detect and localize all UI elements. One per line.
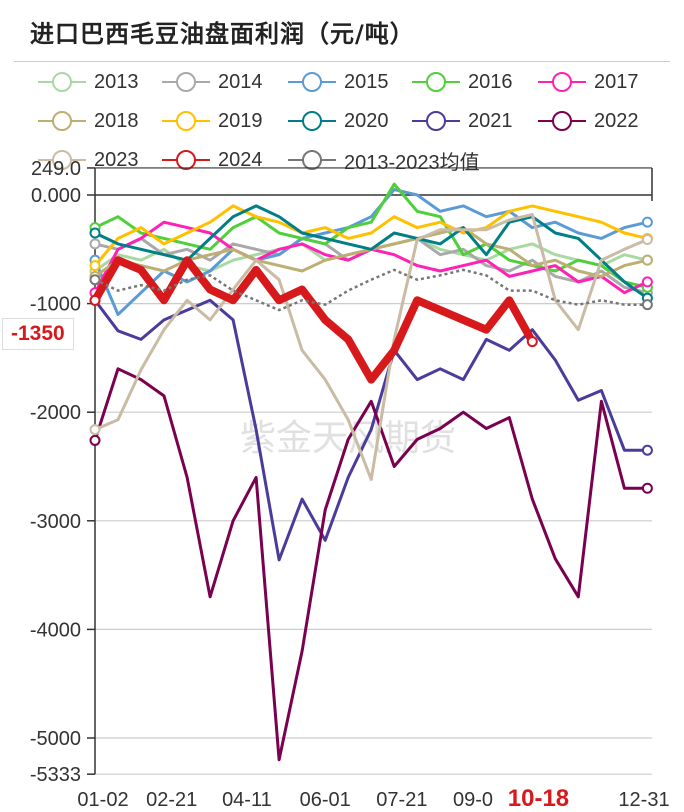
y-tick-label: -3000	[30, 511, 81, 533]
series-marker-2023	[641, 234, 653, 246]
legend-marker-icon	[38, 111, 86, 131]
current-value-label: -1350	[2, 318, 74, 350]
x-tick-label: 04-11	[222, 789, 272, 811]
legend-label: 2020	[344, 109, 389, 132]
legend-label: 2018	[94, 109, 139, 132]
legend-label: 2015	[344, 70, 389, 93]
x-tick-label: 02-21	[146, 789, 197, 811]
series-marker-2014	[89, 238, 101, 250]
y-tick-label: -5333	[30, 764, 81, 786]
y-tick-label: -1000	[30, 294, 81, 316]
title-divider	[14, 61, 670, 62]
series-marker-2021	[641, 444, 653, 456]
x-tick-label: 07-21	[376, 789, 427, 811]
legend-label: 2023	[94, 148, 139, 171]
series-marker-2024	[89, 294, 101, 306]
legend-marker-icon	[288, 72, 336, 92]
legend-marker-icon	[38, 72, 86, 92]
legend-label: 2014	[218, 70, 263, 93]
series-line-2024	[91, 256, 536, 384]
series-marker-2023	[89, 424, 101, 436]
y-tick-label: -4000	[30, 619, 81, 641]
series-marker-2024	[526, 336, 538, 348]
y-tick-label: 249.0	[31, 158, 81, 180]
legend-item[interactable]: 2021	[412, 108, 513, 134]
series-line-2019	[93, 204, 648, 267]
legend-item[interactable]: 2015	[288, 69, 389, 95]
highlight-label-bg	[493, 781, 584, 811]
legend-label: 2016	[468, 70, 513, 93]
x-tick-label: 01-02	[77, 789, 128, 811]
y-tick-label: 0.000	[31, 185, 81, 207]
legend-marker-icon	[412, 72, 460, 92]
legend-item[interactable]: 2014	[162, 69, 263, 95]
legend-label: 2021	[468, 109, 513, 132]
legend-marker-icon	[538, 72, 586, 92]
legend-marker-icon	[162, 150, 210, 170]
legend-label: 2013	[94, 70, 139, 93]
legend-item[interactable]: 2024	[162, 147, 263, 173]
series-line-2015	[93, 188, 648, 316]
series-marker-2019	[89, 260, 101, 272]
legend-item[interactable]: 2022	[538, 108, 639, 134]
series-marker-2013-2023均值	[89, 274, 101, 286]
series-marker-2020	[89, 227, 101, 239]
y-tick-label: -5000	[30, 728, 81, 750]
series-marker-2017	[641, 276, 653, 288]
legend-item[interactable]: 2013	[38, 69, 139, 95]
chart-title: 进口巴西毛豆油盘面利润（元/吨）	[30, 20, 415, 48]
series-line-2021	[93, 298, 648, 562]
series-line-2013-2023均值	[94, 268, 648, 312]
x-tick-label: 09-09	[453, 789, 504, 811]
x-tick-label: 12-31	[618, 789, 669, 811]
series-marker-2013-2023均值	[641, 299, 653, 311]
legend-marker-icon	[162, 72, 210, 92]
series-line-2016	[94, 182, 648, 289]
legend-item[interactable]: 2023	[38, 147, 139, 173]
legend-item[interactable]: 2019	[162, 108, 263, 134]
legend-item[interactable]: 2016	[412, 69, 513, 95]
legend-marker-icon	[538, 111, 586, 131]
series-marker-2022	[89, 434, 101, 446]
legend-item[interactable]: 2018	[38, 108, 139, 134]
series-line-2022	[93, 367, 648, 762]
legend-marker-icon	[288, 150, 336, 170]
series-marker-2022	[641, 482, 653, 494]
legend-marker-icon	[412, 111, 460, 131]
x-tick-label: 06-01	[300, 789, 351, 811]
series-marker-2018	[641, 254, 653, 266]
series-marker-2015	[641, 216, 653, 228]
y-tick-label: -2000	[30, 402, 81, 424]
series-line-2023	[94, 213, 648, 481]
legend-item[interactable]: 2020	[288, 108, 389, 134]
legend-label: 2022	[594, 109, 639, 132]
legend-marker-icon	[162, 111, 210, 131]
x-tick-label-highlight: 10-18	[508, 785, 569, 812]
series-group	[89, 182, 653, 762]
legend-label: 2024	[218, 148, 263, 171]
legend-item[interactable]: 2017	[538, 69, 639, 95]
legend-marker-icon	[288, 111, 336, 131]
legend-marker-icon	[38, 150, 86, 170]
legend-label: 2019	[218, 109, 263, 132]
legend-label: 2017	[594, 70, 639, 93]
